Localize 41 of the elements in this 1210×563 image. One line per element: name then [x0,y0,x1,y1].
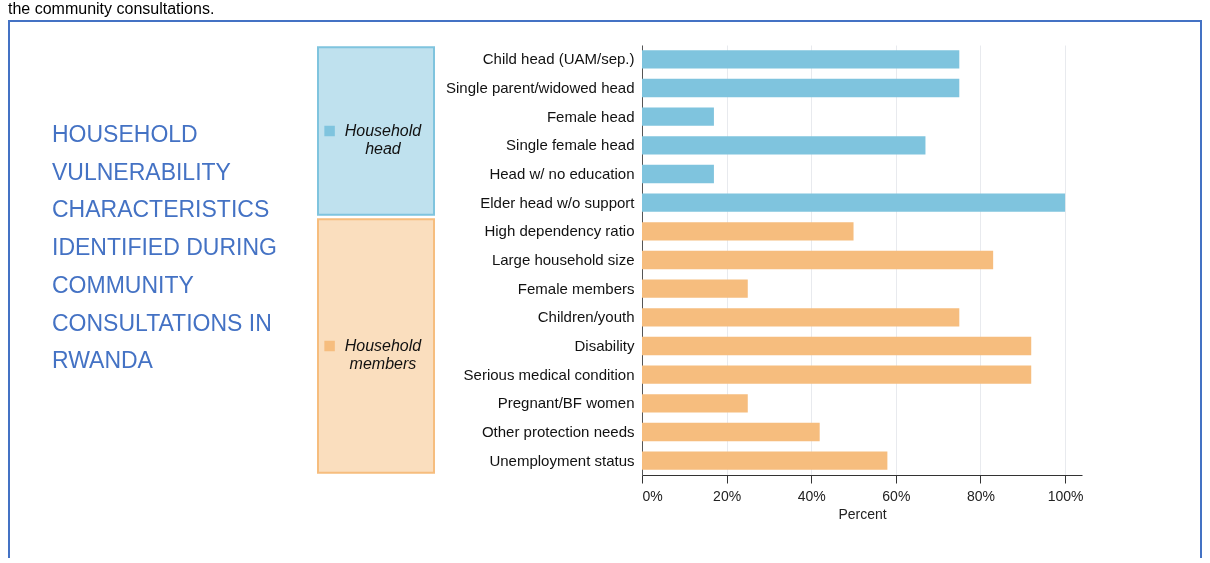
bar [642,164,714,184]
x-tick-label: 80% [966,487,995,504]
x-tick-label: 40% [797,487,826,504]
bar [642,250,994,270]
y-tick-label: Children/youth [537,308,635,326]
bar [642,78,960,98]
y-tick-label: Female members [517,279,635,297]
y-tick-label: Head w/ no education [489,165,635,182]
bar [642,394,748,413]
y-tick-label: Unemployment status [489,451,635,469]
bar [642,136,926,155]
bar [642,336,1032,356]
x-tick-label: 100% [1047,487,1084,504]
x-tick-label: 0% [642,487,663,504]
x-tick-label: 60% [882,487,911,504]
bar [642,50,960,69]
y-tick-label: Large household size [491,251,635,268]
y-tick-label: Serious medical condition [463,365,635,383]
y-tick-label: Other protection needs [481,423,635,440]
y-tick-label: Elder head w/o support [480,193,636,211]
y-tick-label: Female head [546,107,635,125]
bar [642,308,960,327]
y-tick-label: High dependency ratio [484,222,635,240]
legend-label: Household members [344,337,423,372]
text: HOUSEHOLD VULNERABILITY CHARACTERISTICS IDENTIFIED DURING COMMUNITY CONSULTATIONS IN RWANDA [52,120,278,376]
y-tick-label: Pregnant/BF women [497,394,635,412]
bar [642,451,888,470]
legend-label: Household head [344,122,423,157]
bar [642,193,1066,212]
x-tick-label: 20% [713,487,742,504]
bar [642,279,748,298]
y-tick-label: Single parent/widowed head [446,79,635,96]
bar [642,422,820,442]
bar [642,222,854,241]
text: the community consultations. [8,0,215,18]
bar [642,365,1032,384]
y-tick-label: Child head (UAM/sep.) [482,50,635,68]
y-tick-label: Disability [574,337,635,354]
y-tick-label: Single female head [506,136,635,154]
bar [642,107,714,126]
x-axis-title: Percent [838,505,887,522]
